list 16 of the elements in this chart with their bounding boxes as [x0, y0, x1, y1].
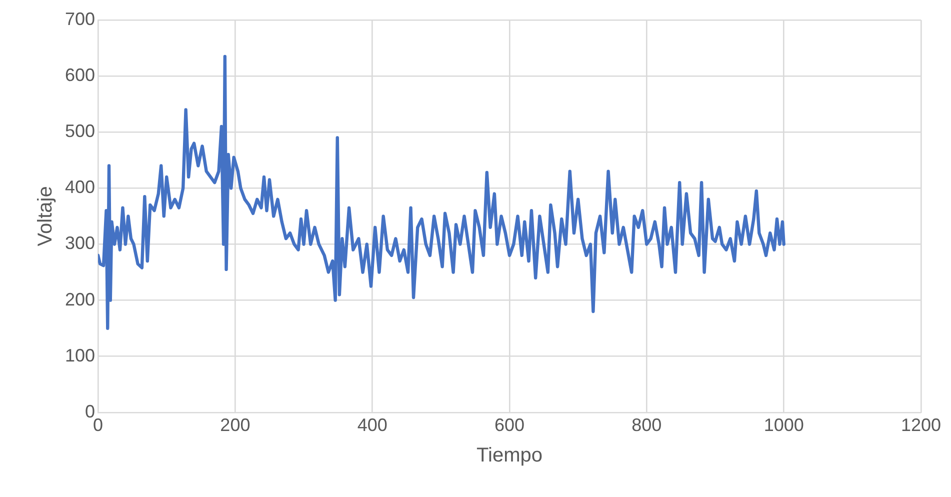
x-tick-label: 600: [494, 415, 525, 436]
y-tick-label: 300: [64, 233, 96, 254]
x-tick-label: 400: [357, 415, 388, 436]
x-tick-label: 800: [632, 415, 662, 436]
x-axis-title: Tiempo: [476, 444, 542, 467]
x-tick-label: 1200: [900, 415, 942, 436]
y-tick-label: 400: [64, 177, 96, 198]
y-tick-label: 200: [64, 289, 96, 310]
y-tick-label: 0: [85, 401, 96, 422]
y-tick-label: 500: [64, 121, 96, 142]
y-axis-title: Voltaje: [34, 186, 57, 246]
x-tick-label: 200: [220, 415, 250, 436]
y-tick-label: 600: [64, 65, 96, 86]
y-tick-label: 700: [64, 8, 96, 29]
y-tick-label: 100: [64, 345, 96, 366]
x-tick-label: 1000: [764, 415, 804, 436]
